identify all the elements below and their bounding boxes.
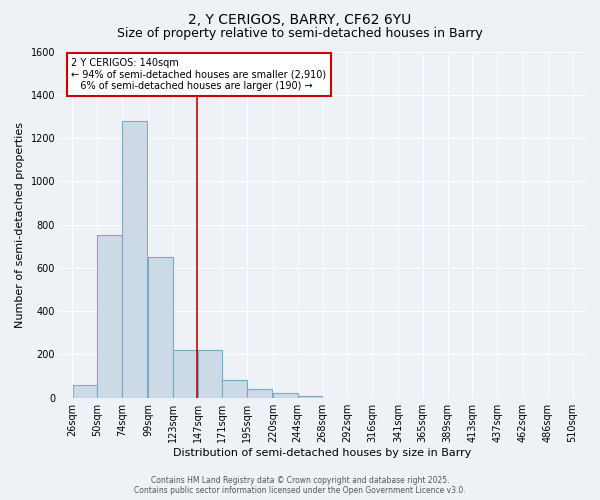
- Text: 2 Y CERIGOS: 140sqm
← 94% of semi-detached houses are smaller (2,910)
   6% of s: 2 Y CERIGOS: 140sqm ← 94% of semi-detach…: [71, 58, 326, 91]
- Text: Size of property relative to semi-detached houses in Barry: Size of property relative to semi-detach…: [117, 28, 483, 40]
- Bar: [298, 396, 322, 398]
- X-axis label: Distribution of semi-detached houses by size in Barry: Distribution of semi-detached houses by …: [173, 448, 472, 458]
- Bar: [273, 394, 298, 398]
- Bar: [148, 257, 173, 398]
- Y-axis label: Number of semi-detached properties: Number of semi-detached properties: [15, 122, 25, 328]
- Text: 2, Y CERIGOS, BARRY, CF62 6YU: 2, Y CERIGOS, BARRY, CF62 6YU: [188, 12, 412, 26]
- Bar: [223, 380, 247, 398]
- Bar: [173, 350, 197, 398]
- Bar: [197, 350, 222, 398]
- Text: Contains HM Land Registry data © Crown copyright and database right 2025.
Contai: Contains HM Land Registry data © Crown c…: [134, 476, 466, 495]
- Bar: [122, 120, 146, 398]
- Bar: [97, 236, 122, 398]
- Bar: [247, 389, 272, 398]
- Bar: [73, 384, 97, 398]
